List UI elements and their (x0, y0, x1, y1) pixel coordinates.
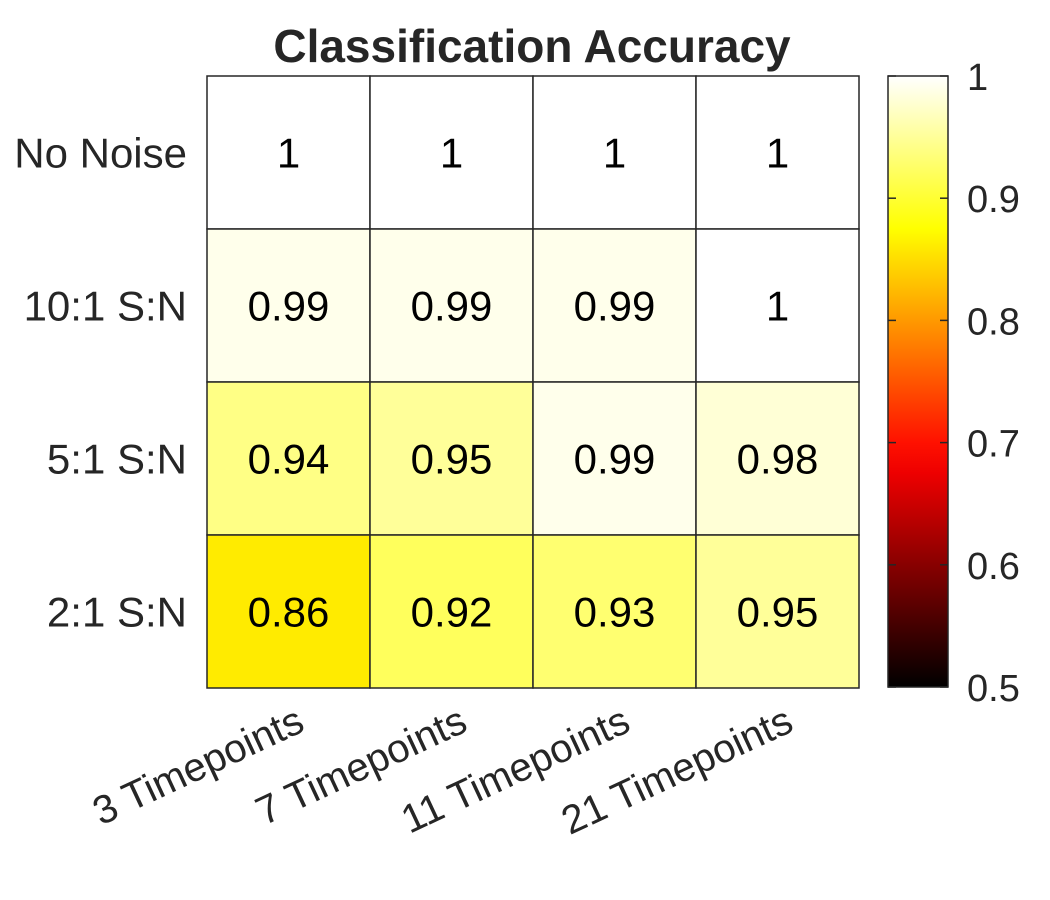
cell-value-label: 0.93 (574, 589, 656, 636)
cell-value-label: 1 (766, 130, 789, 177)
heatmap-cell (369, 534, 534, 689)
row-label: 2:1 S:N (47, 589, 187, 636)
heatmap-cell (369, 75, 534, 230)
heatmap-cell (206, 75, 371, 230)
colorbar-tick-label: 0.9 (967, 179, 1020, 221)
heatmap-cell (695, 75, 860, 230)
cell-value-label: 1 (766, 283, 789, 330)
cell-value-label: 1 (277, 130, 300, 177)
colorbar-tick-label: 0.7 (967, 424, 1020, 466)
row-label: No Noise (14, 130, 187, 177)
cell-value-label: 0.95 (411, 436, 493, 483)
cell-value-label: 0.92 (411, 589, 493, 636)
cell-value-label: 0.95 (737, 589, 819, 636)
colorbar-tick-label: 1 (967, 57, 988, 99)
cell-value-label: 1 (440, 130, 463, 177)
row-labels: No Noise 10:1 S:N 5:1 S:N 2:1 S:N (14, 130, 187, 636)
heatmap-cell (369, 228, 534, 383)
cell-value-label: 0.99 (248, 283, 330, 330)
heatmap-cell (206, 228, 371, 383)
cell-value-label: 0.99 (574, 283, 656, 330)
heatmap-cell (695, 381, 860, 536)
cell-value-label: 1 (603, 130, 626, 177)
heatmap-cell (206, 534, 371, 689)
colorbar-tick-label: 0.8 (967, 301, 1020, 343)
heatmap-cell (532, 75, 697, 230)
colorbar-tick-label: 0.5 (967, 668, 1020, 710)
row-label: 10:1 S:N (24, 283, 187, 330)
colorbar-tick-label: 0.6 (967, 546, 1020, 588)
heatmap-cell (369, 381, 534, 536)
heatmap-grid: 1 1 1 1 0.99 0.99 0.99 1 0.94 0.95 0.99 0.98 0.86 0.9… (206, 75, 860, 689)
heatmap-cell (695, 534, 860, 689)
colorbar: 0.5 0.6 0.7 0.8 0.9 1 (887, 57, 1020, 710)
cell-value-label: 0.86 (248, 589, 330, 636)
heatmap-cell (695, 228, 860, 383)
cell-value-label: 0.99 (411, 283, 493, 330)
row-label: 5:1 S:N (47, 436, 187, 483)
colorbar-gradient (887, 75, 949, 688)
cell-value-label: 0.98 (737, 436, 819, 483)
cell-value-label: 0.94 (248, 436, 330, 483)
chart-title: Classification Accuracy (273, 20, 791, 72)
heatmap-cell (532, 534, 697, 689)
cell-value-label: 0.99 (574, 436, 656, 483)
